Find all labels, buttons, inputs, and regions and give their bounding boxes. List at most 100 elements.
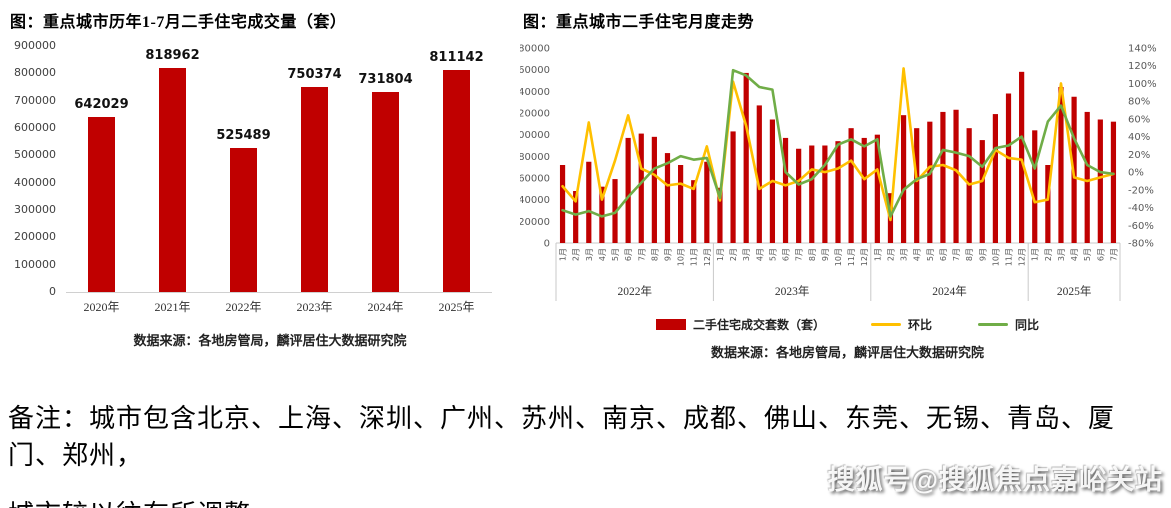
- bar-group-2024年: 731804: [358, 46, 413, 292]
- right-chart-title: 图：重点城市二手住宅月度走势: [523, 14, 755, 31]
- y-tick-label: 700000: [14, 93, 56, 107]
- month-tick-label: 6月: [1096, 248, 1105, 261]
- bar: [704, 161, 710, 243]
- bar: [678, 165, 684, 243]
- month-tick-label: 5月: [611, 248, 620, 261]
- month-tick-label: 7月: [637, 248, 646, 261]
- y-tick-label: 600000: [14, 121, 56, 134]
- bar: [443, 70, 470, 292]
- bar: [900, 115, 907, 243]
- month-tick-label: 10月: [677, 248, 686, 266]
- x-tick-label: 2021年: [154, 300, 191, 314]
- x-tick-label: 2022年: [225, 300, 262, 314]
- bar: [1058, 87, 1064, 243]
- bar: [691, 180, 697, 243]
- month-tick-label: 2月: [729, 248, 738, 261]
- left-chart-title: 图：重点城市历年1-7月二手住宅成交量（套）: [10, 14, 347, 31]
- month-tick-label: 12月: [1018, 248, 1027, 266]
- bar: [88, 116, 115, 292]
- left-chart-plot-area: 642029 818962 525489 750374 731804 811142: [66, 46, 492, 293]
- bar: [717, 187, 723, 243]
- bar: [1005, 93, 1012, 243]
- right-chart-legend: 二手住宅成交套数（套） 环比 同比: [560, 316, 1135, 333]
- x-tick-label: 2024年: [367, 300, 404, 314]
- right-chart-source: 数据来源：各地房管局，麟评居住大数据研究院: [710, 345, 984, 360]
- left-chart-x-axis: 2020年 2021年 2022年 2023年 2024年 2025年: [66, 298, 492, 315]
- data-label: 811142: [429, 50, 484, 66]
- bar-group-2025年: 811142: [429, 46, 484, 292]
- month-tick-label: 10月: [834, 248, 843, 266]
- left-bar-chart: 900000 800000 700000 600000 500000 400000 3000…: [8, 34, 494, 334]
- bar: [599, 186, 605, 243]
- month-tick-label: 10月: [991, 248, 1000, 266]
- yellow-line-swatch-icon: [870, 323, 901, 326]
- x-tick-label: 2023年: [296, 300, 333, 314]
- month-tick-label: 8月: [650, 248, 659, 261]
- left-axis-tick-label: 60000: [520, 174, 550, 185]
- y-tick-label: 0: [49, 285, 56, 298]
- month-tick-label: 2月: [886, 248, 895, 261]
- left-axis-tick-label: 160000: [520, 65, 550, 76]
- right-axis-tick-label: 20%: [1128, 150, 1150, 161]
- month-tick-label: 8月: [965, 248, 974, 261]
- bar-group-2023年: 750374: [287, 46, 342, 292]
- month-tick-label: 1月: [873, 248, 882, 261]
- right-axis-tick-label: -40%: [1128, 203, 1154, 214]
- right-combo-chart: 180000 160000 140000 120000 100000 80000 60000…: [520, 44, 1157, 301]
- year-group-label: 2025年: [1057, 284, 1092, 298]
- month-tick-label: 8月: [808, 248, 817, 261]
- bar: [664, 153, 671, 243]
- bar: [230, 148, 257, 292]
- bar: [1097, 119, 1103, 243]
- bar: [809, 145, 815, 243]
- bar: [796, 148, 802, 243]
- month-tick-label: 2月: [1044, 248, 1053, 261]
- bar: [756, 105, 762, 244]
- left-axis-tick-label: 0: [544, 239, 550, 250]
- bar: [914, 128, 920, 243]
- data-label: 525489: [216, 128, 271, 144]
- bar: [586, 161, 592, 243]
- data-label: 750374: [287, 66, 342, 82]
- legend-item-huanbi: 环比: [870, 316, 932, 333]
- month-tick-label: 9月: [978, 248, 987, 261]
- right-axis-tick-label: 140%: [1128, 44, 1157, 55]
- month-tick-label: 2月: [572, 248, 581, 261]
- month-tick-label: 3月: [900, 248, 909, 261]
- legend-item-bars: 二手住宅成交套数（套）: [655, 316, 825, 333]
- month-tick-label: 5月: [926, 248, 935, 261]
- y-tick-label: 800000: [14, 66, 56, 80]
- month-tick-label: 11月: [1005, 248, 1014, 266]
- bar: [638, 133, 644, 243]
- month-tick-label: 3月: [585, 248, 594, 261]
- bar: [1110, 121, 1117, 243]
- data-label: 642029: [74, 96, 129, 112]
- green-line-swatch-icon: [978, 323, 1008, 326]
- month-tick-label: 5月: [768, 248, 777, 261]
- month-tick-label: 4月: [755, 248, 764, 261]
- bar-group-2022年: 525489: [216, 46, 271, 292]
- legend-item-tongbi: 同比: [978, 316, 1039, 333]
- year-group-label: 2024年: [932, 284, 967, 298]
- right-axis-tick-label: -80%: [1128, 239, 1154, 250]
- month-tick-label: 3月: [742, 248, 751, 261]
- bar: [301, 86, 328, 292]
- month-tick-label: 6月: [939, 248, 948, 261]
- month-tick-label: 4月: [913, 248, 922, 261]
- month-tick-label: 5月: [1083, 248, 1092, 261]
- bar: [372, 91, 399, 292]
- legend-label-tongbi: 同比: [1015, 318, 1040, 332]
- legend-label-huanbi: 环比: [907, 318, 932, 332]
- month-tick-label: 9月: [821, 248, 830, 261]
- bar: [861, 137, 867, 243]
- footnote: 备注：城市包含北京、上海、深圳、广州、苏州、南京、成都、佛山、东莞、无锡、青岛、…: [8, 398, 1168, 508]
- left-axis-tick-label: 120000: [520, 109, 550, 120]
- month-tick-label: 11月: [690, 248, 699, 266]
- huanbi-line: [561, 67, 1115, 222]
- month-tick-label: 12月: [860, 248, 869, 266]
- month-tick-label: 6月: [782, 248, 791, 261]
- month-tick-label: 12月: [703, 248, 712, 266]
- watermark: 搜狐号@搜狐焦点嘉峪关站: [827, 465, 1163, 495]
- month-tick-label: 4月: [598, 248, 607, 261]
